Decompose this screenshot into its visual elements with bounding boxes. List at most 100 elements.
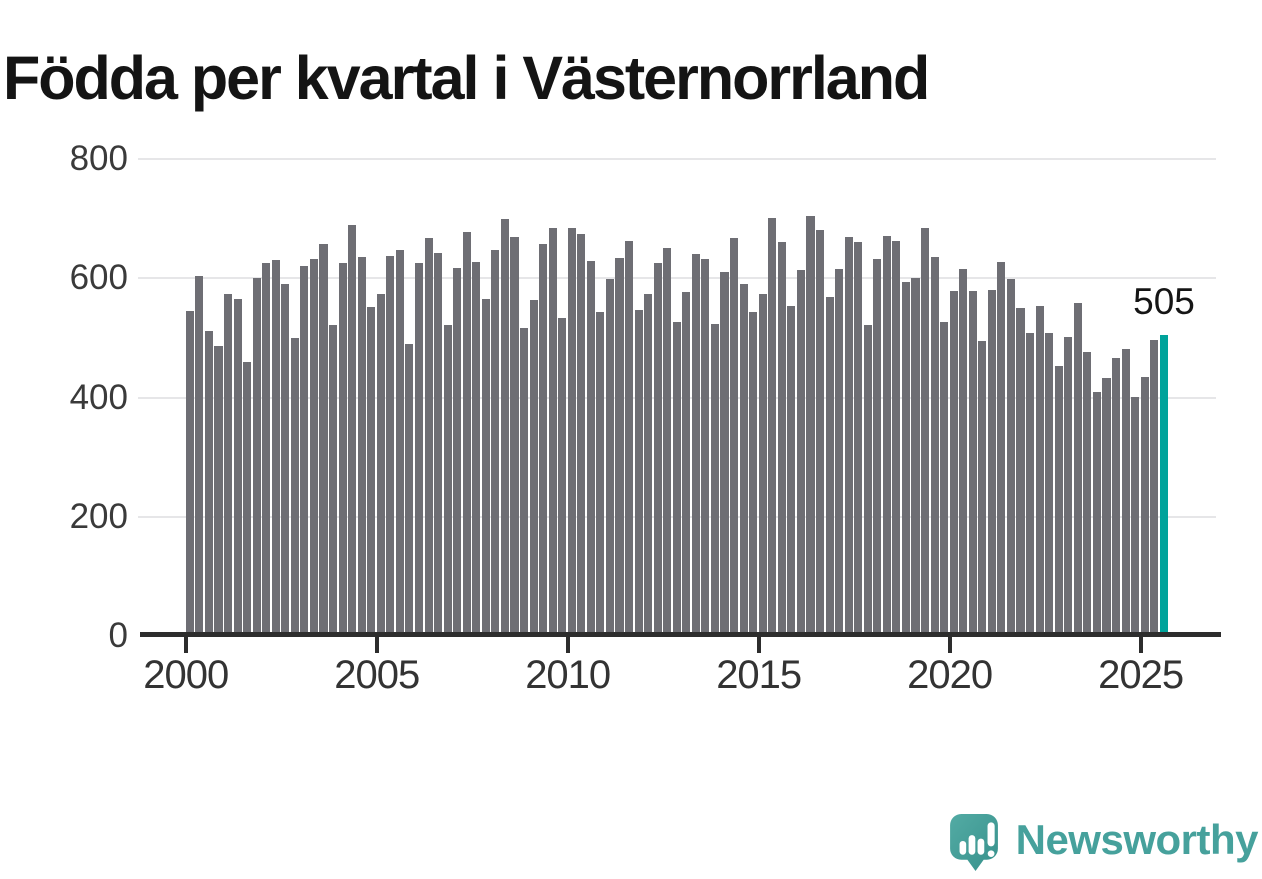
bar-2019-q2 <box>921 227 930 636</box>
bar-2010-q3 <box>586 260 595 636</box>
bar-2025-q3 <box>1159 334 1168 636</box>
y-axis-tick-label-200: 200 <box>69 496 128 536</box>
bar-2011-q1 <box>605 279 614 636</box>
bar-2000-q3 <box>204 331 213 636</box>
bar-2019-q1 <box>911 278 920 636</box>
bar-2003-q3 <box>319 243 328 636</box>
x-axis-tick-2020 <box>947 637 952 653</box>
bar-2022-q2 <box>1035 306 1044 636</box>
y-axis-tick-label-400: 400 <box>69 377 128 417</box>
bar-2011-q4 <box>634 309 643 636</box>
bar-2010-q2 <box>577 234 586 636</box>
bar-2020-q3 <box>968 291 977 636</box>
bar-2023-q4 <box>1092 391 1101 636</box>
bar-2000-q1 <box>185 311 194 636</box>
bar-2017-q2 <box>844 236 853 636</box>
bar-2007-q2 <box>462 232 471 636</box>
bar-2007-q1 <box>453 267 462 636</box>
bar-2008-q3 <box>510 237 519 636</box>
bar-2006-q1 <box>414 263 424 636</box>
bar-2001-q1 <box>223 294 233 636</box>
bar-2011-q3 <box>625 241 634 636</box>
bar-2001-q4 <box>252 278 261 636</box>
bar-2016-q3 <box>815 229 825 636</box>
bar-2024-q3 <box>1121 349 1130 636</box>
bar-2012-q2 <box>653 262 662 636</box>
bar-2016-q2 <box>806 215 815 636</box>
bar-2002-q2 <box>271 260 280 636</box>
bar-2004-q1 <box>338 263 347 636</box>
brand-name: Newsworthy <box>1015 815 1259 863</box>
bar-2016-q4 <box>825 297 834 636</box>
bar-2005-q2 <box>386 255 395 636</box>
bar-2024-q1 <box>1102 377 1111 636</box>
y-axis-tick-label-0: 0 <box>108 616 128 655</box>
bar-2010-q4 <box>596 312 605 636</box>
bar-2025-q1 <box>1140 377 1149 636</box>
bar-2023-q1 <box>1064 336 1073 636</box>
bar-2014-q2 <box>730 237 739 636</box>
bar-2024-q2 <box>1111 358 1121 636</box>
bar-2021-q1 <box>987 290 996 636</box>
newsworthy-logo-icon <box>949 814 998 877</box>
bar-2002-q3 <box>281 284 290 636</box>
bar-2018-q1 <box>873 259 882 636</box>
bar-2006-q4 <box>443 325 452 636</box>
bar-2008-q1 <box>491 250 500 636</box>
bar-2000-q4 <box>214 346 223 636</box>
bar-2011-q2 <box>615 257 624 636</box>
highlight-value-label: 505 <box>1133 281 1195 322</box>
bar-2013-q3 <box>701 258 710 636</box>
bar-2014-q4 <box>749 311 758 636</box>
bar-2014-q3 <box>739 284 748 636</box>
x-axis-tick-2015 <box>756 637 761 653</box>
gridline-y-800 <box>138 158 1216 160</box>
bar-2004-q4 <box>367 307 376 636</box>
x-axis-tick-label-2005: 2005 <box>334 653 420 697</box>
bar-2003-q1 <box>300 266 309 636</box>
page-title: Födda per kvartal i Västernorrland <box>3 43 930 112</box>
bar-2021-q4 <box>1016 308 1025 636</box>
bar-2012-q3 <box>663 248 672 636</box>
bar-2000-q2 <box>195 276 204 636</box>
bar-2013-q1 <box>682 291 691 636</box>
x-axis-tick-2010 <box>565 637 570 653</box>
bar-2001-q3 <box>243 362 252 636</box>
brand-logo[interactable]: Newsworthy <box>949 814 1259 877</box>
bar-2023-q2 <box>1073 303 1082 636</box>
bar-2021-q3 <box>1006 279 1016 636</box>
bar-2003-q4 <box>329 324 338 636</box>
bar-2002-q4 <box>290 338 299 636</box>
bar-2017-q1 <box>835 269 844 636</box>
x-axis-tick-2005 <box>374 637 379 653</box>
bar-2010-q1 <box>567 227 576 636</box>
bar-2018-q3 <box>892 241 901 636</box>
bar-2005-q4 <box>405 343 414 636</box>
y-axis-tick-label-600: 600 <box>69 258 128 298</box>
bar-2017-q3 <box>854 242 863 636</box>
bar-2008-q4 <box>519 328 529 636</box>
bar-2021-q2 <box>997 261 1006 636</box>
bar-2025-q2 <box>1150 340 1159 636</box>
bar-2018-q2 <box>882 235 891 636</box>
bar-2012-q4 <box>672 322 681 636</box>
bar-2015-q2 <box>768 218 777 636</box>
bar-2024-q4 <box>1131 396 1140 636</box>
bar-2016-q1 <box>796 269 805 636</box>
bar-2020-q2 <box>959 269 968 636</box>
x-axis-line <box>140 632 1221 637</box>
bar-2005-q1 <box>376 294 385 636</box>
bar-2008-q2 <box>500 218 509 636</box>
bar-2009-q3 <box>548 227 557 636</box>
bar-2015-q1 <box>758 294 767 636</box>
bar-2009-q1 <box>529 299 538 636</box>
bar-2020-q4 <box>978 340 987 636</box>
bar-2001-q2 <box>233 298 242 636</box>
bar-2015-q4 <box>787 306 796 636</box>
bar-2020-q1 <box>949 290 958 636</box>
bar-2004-q3 <box>357 256 366 636</box>
bar-2002-q1 <box>262 262 271 636</box>
y-axis-tick-label-800: 800 <box>69 139 128 178</box>
